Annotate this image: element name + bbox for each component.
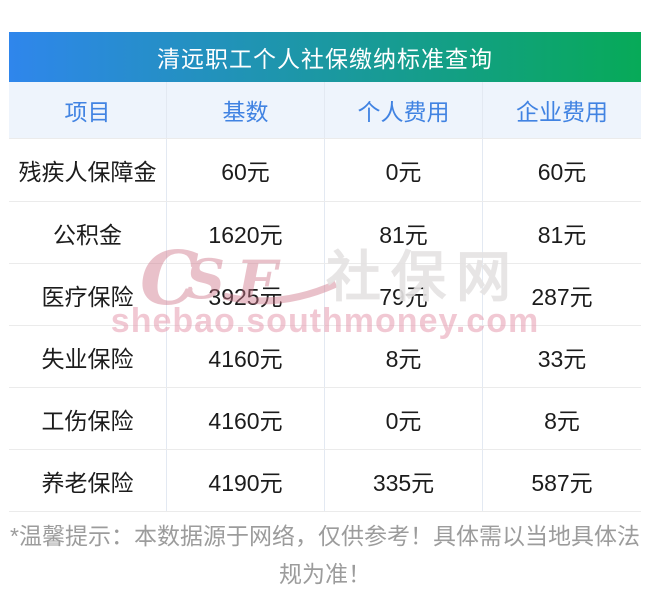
table-row: 医疗保险 3925元 79元 287元 [9,263,641,325]
column-header-company: 企业费用 [516,99,608,125]
column-header-personal: 个人费用 [325,82,483,138]
cell-company: 81元 [537,221,587,248]
cell-company: 587元 [531,469,593,496]
cell-item: 养老保险 [9,450,167,511]
footer-note: *温馨提示：本数据源于网络，仅供参考！具体需以当地具体法规为准！ [10,523,640,587]
cell-base: 3925元 [167,264,325,325]
table-row: 公积金 1620元 81元 81元 [9,201,641,263]
column-header-base: 基数 [167,82,325,138]
cell-item: 失业保险 [9,326,167,387]
page-title: 清远职工个人社保缴纳标准查询 [157,46,493,72]
cell-personal: 0元 [325,388,483,449]
cell-personal: 8元 [325,326,483,387]
cell-company: 8元 [544,407,580,434]
title-bar: 清远职工个人社保缴纳标准查询 [9,32,641,82]
cell-personal: 79元 [325,264,483,325]
social-security-table: 项目 基数 个人费用 企业费用 残疾人保障金 60元 0元 60元 公积金 16… [9,82,641,512]
cell-personal: 81元 [325,202,483,263]
column-header-item: 项目 [9,82,167,138]
table-row: 失业保险 4160元 8元 33元 [9,325,641,387]
table-header-row: 项目 基数 个人费用 企业费用 [9,82,641,139]
cell-item: 工伤保险 [9,388,167,449]
table-row: 残疾人保障金 60元 0元 60元 [9,139,641,201]
cell-personal: 0元 [325,139,483,201]
cell-company: 33元 [537,345,587,372]
cell-company: 287元 [531,283,593,310]
table-row: 养老保险 4190元 335元 587元 [9,449,641,511]
cell-item: 公积金 [9,202,167,263]
cell-base: 60元 [167,139,325,201]
cell-item: 医疗保险 [9,264,167,325]
cell-item: 残疾人保障金 [9,139,167,201]
cell-base: 4160元 [167,326,325,387]
cell-company: 60元 [537,159,587,185]
cell-personal: 335元 [325,450,483,511]
cell-base: 4190元 [167,450,325,511]
table-row: 工伤保险 4160元 0元 8元 [9,387,641,449]
cell-base: 4160元 [167,388,325,449]
cell-base: 1620元 [167,202,325,263]
table-body: 残疾人保障金 60元 0元 60元 公积金 1620元 81元 81元 医疗保险… [9,139,641,512]
